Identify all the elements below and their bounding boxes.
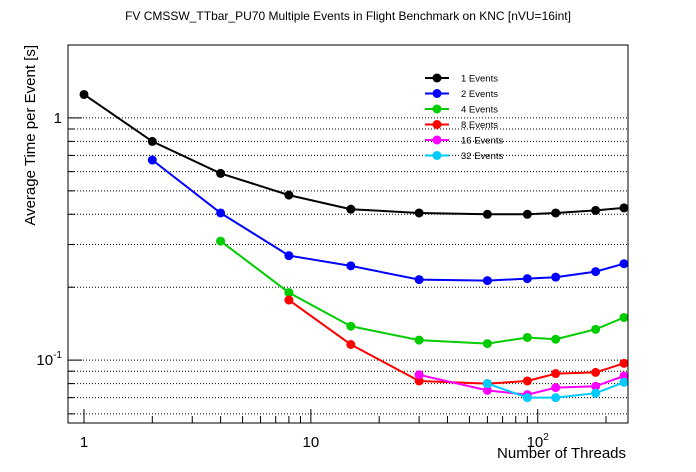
series-layer bbox=[79, 89, 629, 403]
data-point-4-events bbox=[414, 335, 424, 345]
data-point-1-events bbox=[522, 209, 532, 219]
legend-marker-32-events bbox=[432, 151, 442, 160]
data-point-16-events bbox=[482, 385, 492, 395]
series-1-events bbox=[79, 89, 629, 219]
data-point-8-events bbox=[522, 376, 532, 386]
data-point-4-events bbox=[522, 332, 532, 342]
axes: 1 10 102 1 10-1 bbox=[36, 44, 607, 451]
data-point-8-events bbox=[414, 376, 424, 386]
data-point-2-events bbox=[216, 208, 226, 218]
legend-label-2-events: 2 Events bbox=[461, 89, 498, 100]
data-point-1-events bbox=[147, 136, 157, 146]
chart-title: FV CMSSW_TTbar_PU70 Multiple Events in F… bbox=[125, 9, 571, 23]
x-tick-label: 10 bbox=[303, 434, 320, 451]
legend-label-8-events: 8 Events bbox=[461, 120, 498, 131]
legend-label-32-events: 32 Events bbox=[461, 151, 503, 162]
series-line-8-events bbox=[288, 299, 625, 385]
legend-label-16-events: 16 Events bbox=[461, 136, 503, 147]
data-point-1-events bbox=[79, 89, 89, 99]
data-point-1-events bbox=[591, 205, 601, 215]
data-point-32-events bbox=[482, 379, 492, 389]
data-point-32-events bbox=[591, 388, 601, 398]
legend-label-1-events: 1 Events bbox=[461, 74, 498, 85]
series-line-16-events bbox=[418, 373, 625, 396]
data-point-1-events bbox=[482, 209, 492, 219]
data-point-32-events bbox=[551, 393, 561, 403]
legend-marker-4-events bbox=[432, 104, 442, 114]
legend-marker-2-events bbox=[432, 89, 442, 98]
series-line-2-events bbox=[151, 159, 625, 282]
x-axis-label: Number of Threads bbox=[497, 445, 626, 462]
data-point-1-events bbox=[284, 190, 294, 200]
data-point-4-events bbox=[346, 321, 356, 331]
x-tick-label: 1 bbox=[80, 434, 88, 451]
data-point-16-events bbox=[414, 370, 424, 380]
data-point-8-events bbox=[591, 367, 601, 377]
data-point-1-events bbox=[619, 203, 629, 213]
data-point-1-events bbox=[551, 208, 561, 218]
data-point-8-events bbox=[284, 295, 294, 305]
data-point-1-events bbox=[216, 168, 226, 178]
legend-label-4-events: 4 Events bbox=[461, 105, 498, 116]
data-point-32-events bbox=[619, 377, 629, 387]
data-point-1-events bbox=[414, 208, 424, 218]
data-point-16-events bbox=[619, 371, 629, 381]
legend: 1 Events 2 Events 4 Events 8 Events 16 Event… bbox=[425, 73, 503, 162]
data-point-8-events bbox=[346, 340, 356, 350]
legend-marker-8-events bbox=[432, 120, 442, 129]
series-32-events bbox=[482, 377, 629, 403]
y-tick-label: 10-1 bbox=[36, 350, 62, 369]
plot-frame bbox=[67, 44, 629, 424]
data-point-4-events bbox=[591, 324, 601, 334]
series-2-events bbox=[147, 155, 629, 286]
series-line-1-events bbox=[83, 93, 625, 216]
data-point-2-events bbox=[346, 261, 356, 271]
data-point-2-events bbox=[284, 251, 294, 261]
data-point-16-events bbox=[591, 381, 601, 391]
grid-lines bbox=[68, 44, 628, 415]
data-point-2-events bbox=[147, 155, 157, 165]
data-point-2-events bbox=[551, 272, 561, 282]
y-tick-label: 1 bbox=[54, 110, 62, 127]
data-point-1-events bbox=[346, 204, 356, 214]
data-point-4-events bbox=[551, 334, 561, 344]
series-8-events bbox=[284, 295, 629, 389]
series-4-events bbox=[216, 236, 629, 349]
series-line-4-events bbox=[219, 240, 625, 345]
x-tick-label: 102 bbox=[527, 432, 550, 451]
data-point-4-events bbox=[216, 236, 226, 246]
data-point-4-events bbox=[619, 312, 629, 322]
data-point-2-events bbox=[414, 275, 424, 285]
data-point-16-events bbox=[551, 383, 561, 393]
data-point-32-events bbox=[522, 393, 532, 403]
data-point-2-events bbox=[619, 259, 629, 269]
data-point-2-events bbox=[482, 276, 492, 286]
data-point-4-events bbox=[284, 288, 294, 298]
data-point-8-events bbox=[619, 358, 629, 368]
legend-marker-16-events bbox=[432, 135, 442, 145]
data-point-8-events bbox=[551, 369, 561, 379]
data-point-4-events bbox=[482, 339, 492, 349]
data-point-2-events bbox=[591, 267, 601, 277]
data-point-2-events bbox=[522, 274, 532, 284]
y-axis-label: Average Time per Event [s] bbox=[22, 45, 39, 226]
legend-marker-1-events bbox=[432, 73, 442, 83]
